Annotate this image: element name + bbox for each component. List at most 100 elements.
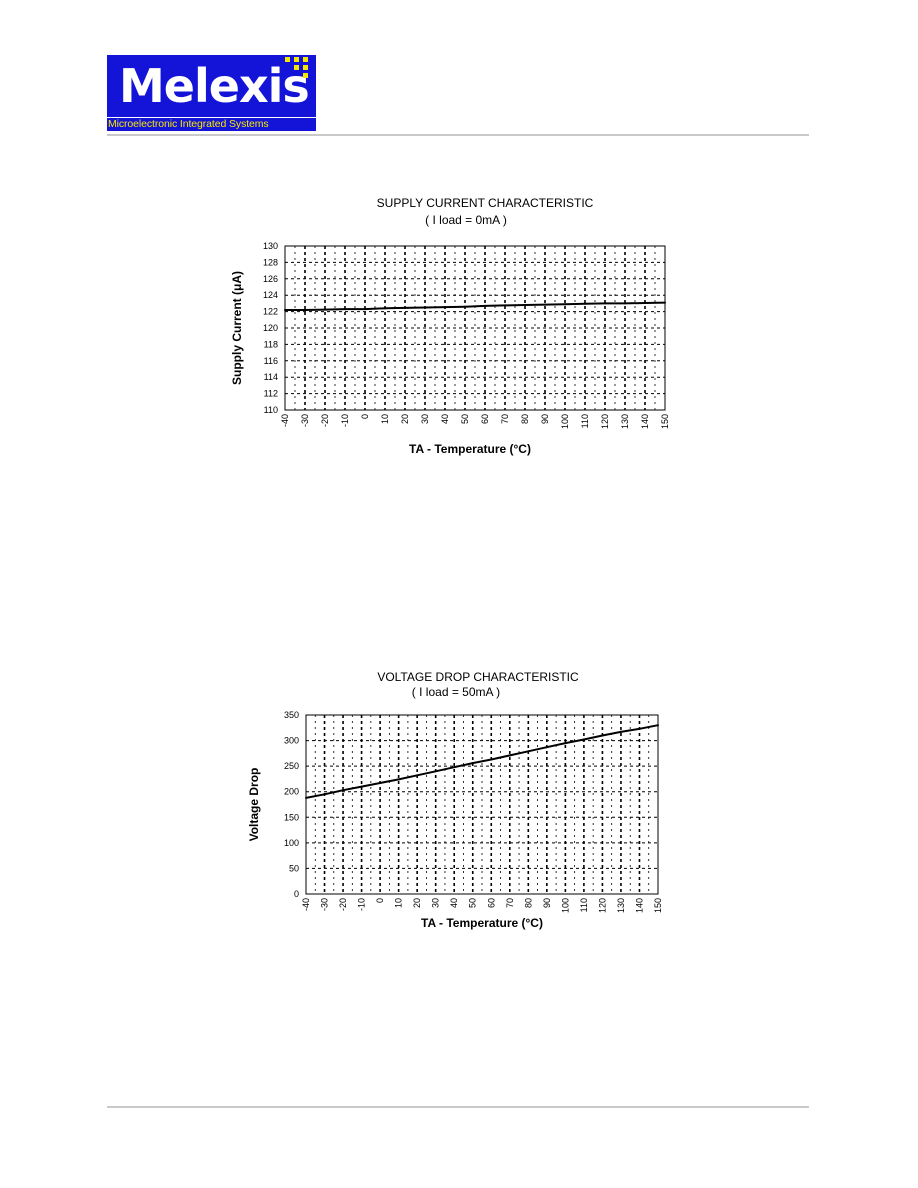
chart-2-plot-frame: [305, 714, 659, 895]
chart-1-x-tick-label: 150: [660, 414, 670, 429]
chart-2-x-tick-label: 30: [431, 898, 441, 908]
chart-2-series-line: [305, 724, 659, 799]
chart-2-y-tick-label: 100: [284, 838, 299, 848]
chart-1-data-point: [484, 304, 486, 307]
chart-1-y-tick-label: 116: [264, 356, 278, 366]
chart-1-data-point: [544, 303, 546, 306]
chart-2-y-tick-label: 350: [284, 710, 299, 720]
chart-1-y-axis-title: Supply Current (μA): [230, 271, 244, 385]
chart-2-y-tick-label: 300: [284, 736, 299, 746]
chart-1-data-point: [424, 306, 426, 309]
chart-2-data-point: [379, 782, 382, 785]
chart-2-data-point: [342, 789, 345, 792]
chart-1-x-tick-label: 120: [600, 414, 610, 429]
chart-2-data-point: [360, 785, 363, 788]
chart-1-x-tick-label: 100: [560, 414, 570, 429]
logo-dots-icon: [285, 55, 313, 81]
chart-1-x-tick-label: -40: [280, 414, 290, 427]
chart-1-x-axis-title: TA - Temperature (°C): [409, 442, 531, 456]
chart-2-data-point: [527, 750, 530, 753]
chart-2-title: VOLTAGE DROP CHARACTERISTIC: [377, 670, 579, 684]
chart-1-x-tick-label: -30: [300, 414, 310, 427]
chart-2-x-tick-label: 10: [394, 898, 404, 908]
chart-2-x-tick-label: -10: [357, 898, 367, 911]
chart-1-data-point: [504, 304, 506, 307]
chart-2-x-tick-label: 140: [634, 898, 644, 913]
chart-1-x-tick-label: 10: [380, 414, 390, 424]
chart-1-x-tick-label: 60: [480, 414, 490, 424]
chart-2-data-point: [453, 766, 456, 769]
chart-2-x-tick-label: 120: [597, 898, 607, 913]
chart-1-data-point: [404, 306, 406, 309]
chart-1-x-tick-label: 140: [640, 414, 650, 429]
footer-divider: [107, 1106, 809, 1108]
chart-1-data-point: [384, 307, 386, 310]
chart-1-subtitle: ( I load = 0mA ): [425, 213, 507, 227]
chart-1-x-tick-label: 130: [620, 414, 630, 429]
chart-2-data-point: [416, 774, 419, 777]
chart-1-y-tick-label: 130: [263, 241, 278, 251]
chart-1-y-tick-label: 128: [263, 257, 278, 267]
chart-2-data-point: [490, 758, 493, 761]
chart-2-data-point: [638, 727, 641, 730]
chart-1-x-tick-label: -20: [320, 414, 330, 427]
chart-1-x-tick-label: 30: [420, 414, 430, 424]
chart-2-x-tick-label: 70: [505, 898, 515, 908]
chart-1-series-line: [285, 301, 666, 311]
chart-2-x-tick-label: -30: [320, 898, 330, 911]
chart-1-data-point: [464, 305, 466, 308]
chart-1-data-point: [304, 308, 306, 311]
chart-2-x-tick-label: 100: [560, 898, 570, 913]
chart-2-x-tick-label: 90: [542, 898, 552, 908]
chart-2-x-tick-label: 50: [468, 898, 478, 908]
chart-1-y-tick-label: 114: [264, 372, 278, 382]
chart-2-data-point: [434, 770, 437, 773]
chart-1-x-tick-label: 70: [500, 414, 510, 424]
chart-1-x-tick-label: 20: [400, 414, 410, 424]
chart-1-data-point: [284, 308, 286, 311]
chart-2-x-tick-label: 130: [616, 898, 626, 913]
chart-2-data-point: [305, 796, 307, 799]
chart-1-y-tick-label: 124: [263, 290, 278, 300]
chart-2-data-point: [545, 746, 548, 749]
chart-1-data-point: [364, 308, 366, 311]
chart-1-y-tick-label: 112: [264, 389, 278, 399]
chart-2-y-tick-label: 150: [284, 812, 299, 822]
chart-2-y-tick-label: 50: [289, 863, 299, 873]
chart-1-x-tick-label: 90: [540, 414, 550, 424]
chart-1-data-point: [564, 303, 566, 306]
chart-1-data-point: [624, 302, 626, 305]
chart-2-data-point: [657, 724, 659, 727]
chart-2-data-point: [471, 762, 474, 765]
chart-2-x-tick-label: 110: [579, 898, 589, 912]
chart-2-x-tick-label: -20: [338, 898, 348, 911]
chart-2-y-tick-label: 0: [294, 889, 299, 899]
chart-2-x-tick-label: 0: [375, 898, 385, 903]
chart-2-data-point: [323, 793, 326, 796]
chart-1-y-tick-label: 122: [263, 307, 278, 317]
chart-2-y-axis-title: Voltage Drop: [247, 768, 261, 842]
chart-1-data-point: [524, 304, 526, 307]
chart-2-x-tick-label: 40: [449, 898, 459, 908]
chart-1-data-point: [664, 301, 666, 304]
chart-2-data-point: [619, 730, 622, 733]
chart-1-data-point: [324, 308, 326, 311]
chart-1-data-point: [604, 302, 606, 305]
header-divider: [107, 134, 809, 136]
chart-2-y-tick-label: 250: [284, 761, 299, 771]
chart-1-data-point: [584, 302, 586, 305]
chart-2-x-axis-title: TA - Temperature (°C): [421, 916, 543, 930]
chart-1-data-point: [344, 308, 346, 311]
chart-2-subtitle: ( I load = 50mA ): [411, 685, 501, 699]
chart-2-x-tick-label: 150: [653, 898, 663, 913]
chart-1-x-tick-label: 110: [580, 414, 590, 428]
chart-1-y-tick-label: 126: [263, 274, 278, 284]
logo-wordmark: Melexis: [119, 59, 310, 113]
chart-2-data-point: [601, 734, 604, 737]
chart-2-x-tick-label: 20: [412, 898, 422, 908]
chart-1-y-tick-label: 110: [264, 405, 278, 415]
chart-1-x-tick-label: 80: [520, 414, 530, 424]
